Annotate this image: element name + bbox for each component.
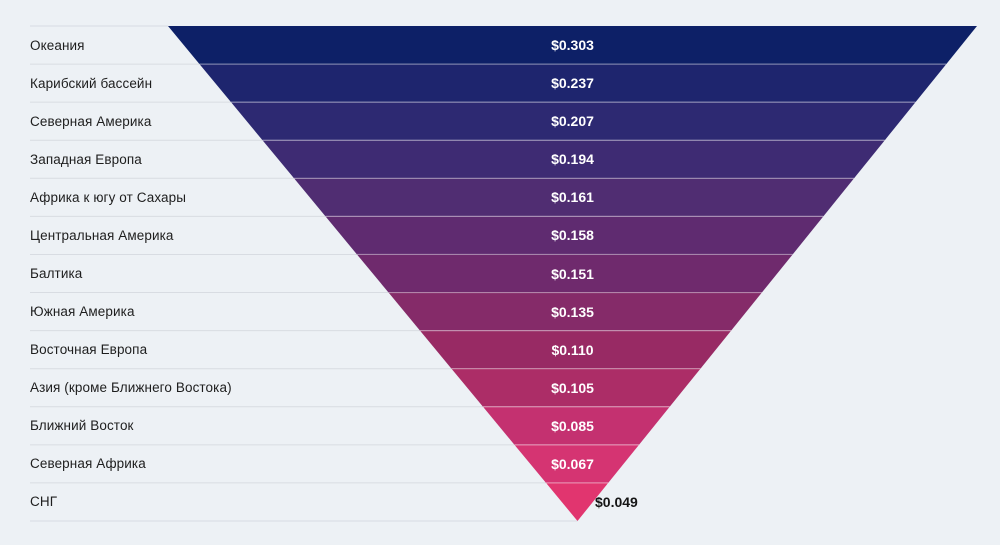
- funnel-band-11[interactable]: [514, 444, 639, 483]
- category-label-8: Восточная Европа: [30, 342, 148, 358]
- category-label-0: Океания: [30, 37, 85, 53]
- value-label-12: $0.049: [595, 493, 638, 510]
- category-label-12: СНГ: [30, 494, 58, 510]
- value-label-0: $0.303: [551, 37, 594, 54]
- value-label-1: $0.237: [551, 75, 594, 92]
- category-label-2: Северная Америка: [30, 113, 152, 129]
- category-label-6: Балтика: [30, 265, 83, 281]
- value-label-3: $0.194: [551, 151, 594, 168]
- funnel-band-10[interactable]: [483, 406, 670, 445]
- funnel-band-4[interactable]: [294, 178, 855, 217]
- value-label-6: $0.151: [551, 265, 594, 282]
- funnel-band-5[interactable]: [325, 216, 824, 255]
- category-label-3: Западная Европа: [30, 151, 142, 167]
- category-label-7: Южная Америка: [30, 304, 135, 320]
- category-label-1: Карибский бассейн: [30, 75, 153, 91]
- funnel-band-12[interactable]: [546, 482, 609, 521]
- category-label-10: Ближний Восток: [30, 418, 134, 434]
- value-label-9: $0.105: [551, 379, 594, 396]
- funnel-band-2[interactable]: [231, 102, 916, 141]
- value-label-8: $0.110: [551, 341, 594, 358]
- value-label-11: $0.067: [551, 455, 594, 472]
- funnel-band-8[interactable]: [420, 330, 732, 369]
- category-label-9: Азия (кроме Ближнего Востока): [30, 380, 232, 396]
- value-label-5: $0.158: [551, 227, 594, 244]
- funnel-band-0[interactable]: [168, 26, 977, 65]
- value-label-7: $0.135: [551, 303, 594, 320]
- value-label-4: $0.161: [551, 189, 594, 206]
- funnel-band-9[interactable]: [451, 368, 701, 407]
- value-label-10: $0.085: [551, 417, 594, 434]
- category-label-5: Центральная Америка: [30, 227, 174, 243]
- funnel-band-3[interactable]: [262, 140, 885, 179]
- category-label-11: Северная Африка: [30, 456, 146, 472]
- funnel-band-1[interactable]: [199, 64, 947, 103]
- value-label-2: $0.207: [551, 113, 594, 130]
- funnel-band-6[interactable]: [357, 254, 793, 293]
- funnel-band-7[interactable]: [388, 292, 762, 331]
- category-label-4: Африка к югу от Сахары: [30, 189, 187, 205]
